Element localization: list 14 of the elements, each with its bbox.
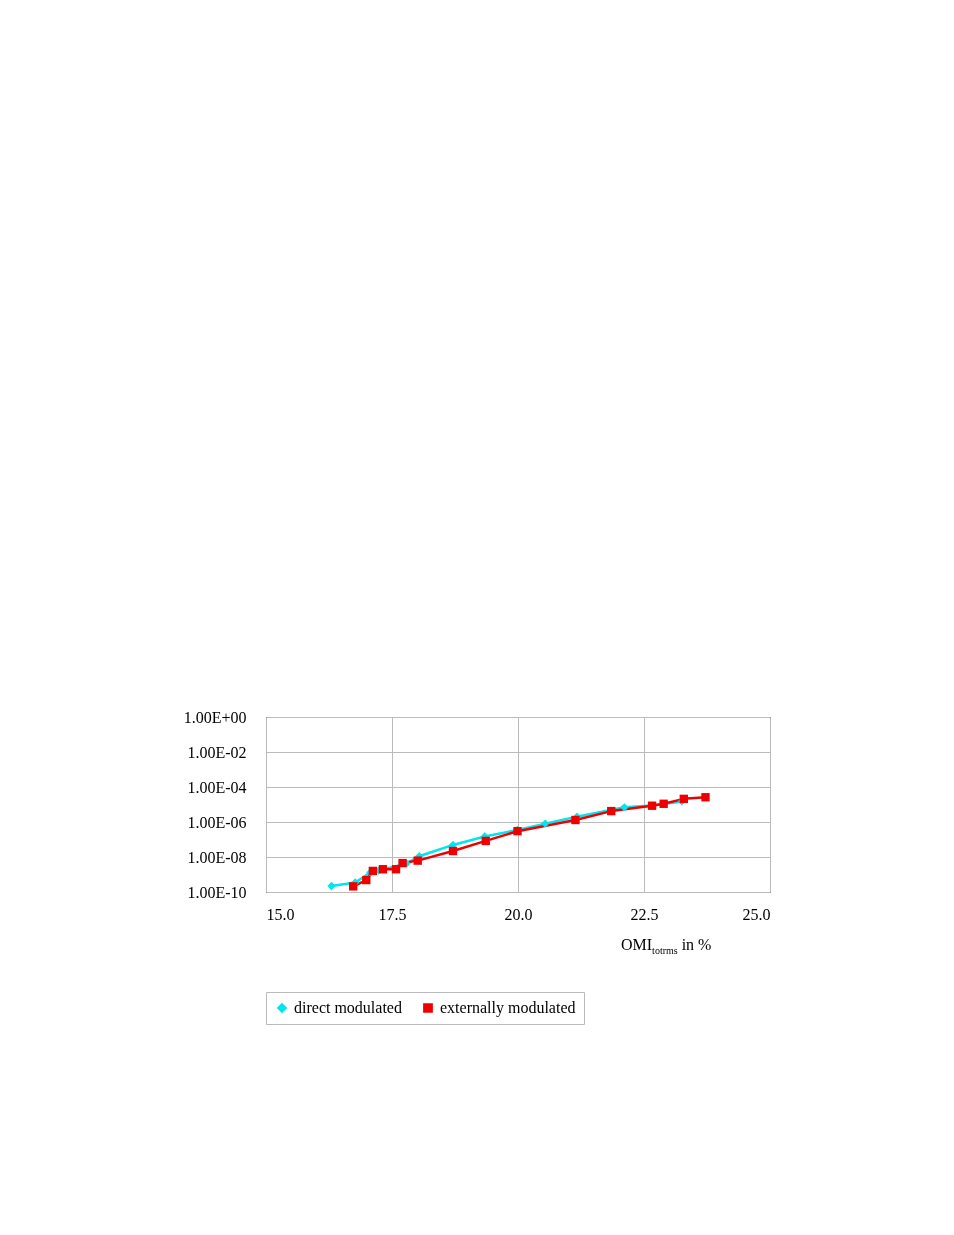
y-tick-label: 1.00E+00	[183, 708, 247, 726]
legend-label: direct modulated	[294, 999, 402, 1016]
y-tick-label: 1.00E-10	[187, 883, 247, 901]
y-tick-label: 1.00E-08	[187, 848, 247, 866]
legend-label: externally modulated	[440, 999, 576, 1017]
x-tick-label: 17.5	[378, 905, 407, 923]
x-tick-label: 22.5	[630, 905, 659, 923]
x-axis-title: OMI$_{totrms}$ in %	[621, 936, 712, 957]
x-tick-label: 25.0	[742, 905, 771, 923]
y-tick-label: 1.00E-06	[187, 813, 247, 831]
y-tick-label: 1.00E-02	[187, 743, 247, 761]
x-tick-label: 15.0	[266, 905, 295, 923]
x-tick-label: 20.0	[504, 905, 533, 923]
y-tick-label: 1.00E-04	[187, 778, 247, 796]
